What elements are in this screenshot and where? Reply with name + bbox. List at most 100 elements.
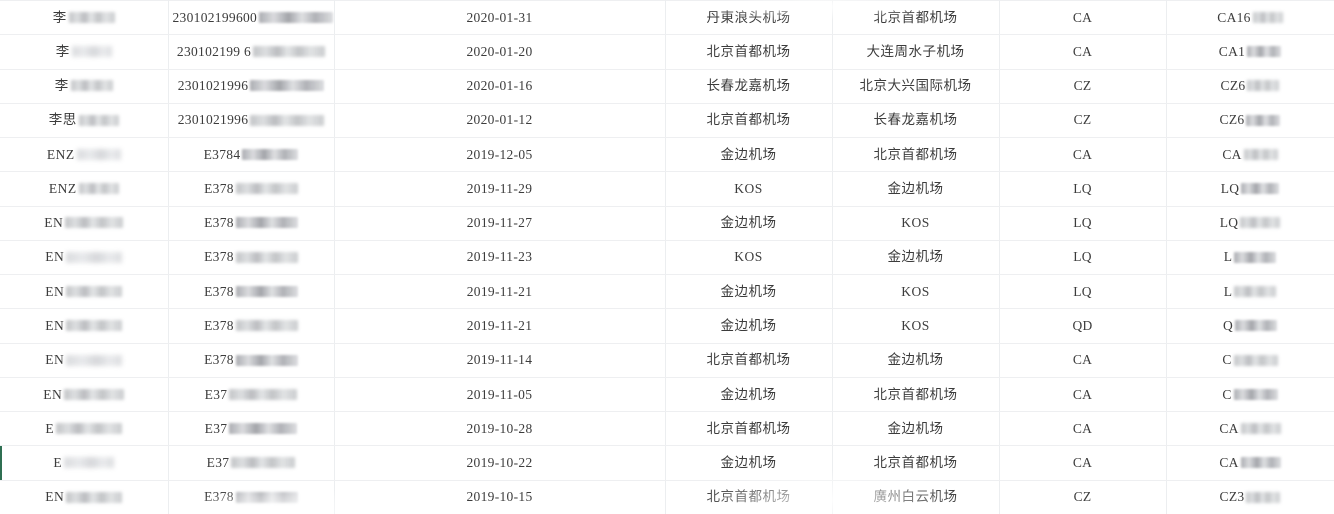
cell-flight-number: LQ	[1166, 206, 1334, 241]
table-row[interactable]: 李 2301021996 2020-01-16 长春龙嘉机场 北京大兴国际机场 CZ CZ6	[0, 69, 1334, 104]
redacted-text-block	[66, 491, 123, 503]
cell-id-number: E378	[168, 240, 335, 276]
cell-passenger-name: E	[0, 411, 169, 447]
redacted-text-block	[259, 11, 333, 23]
cell-flight-number-text: CA	[1219, 455, 1239, 471]
cell-airline-code-text: CA	[1072, 43, 1093, 59]
cell-flight-date-text: 2019-11-23	[466, 249, 533, 265]
cell-arrival-airport: 金边机场	[832, 343, 1000, 378]
cell-flight-date-text: 2019-11-05	[466, 386, 533, 402]
cell-arrival-airport-text: 金边机场	[887, 249, 944, 265]
cell-flight-date-text: 2019-10-22	[466, 455, 533, 471]
cell-departure-airport: KOS	[665, 171, 833, 207]
cell-airline-code-text: CA	[1072, 146, 1093, 162]
redacted-text-block	[235, 286, 298, 297]
cell-flight-date-text: 2020-01-31	[466, 9, 533, 25]
cell-id-number-text: E37	[204, 386, 228, 402]
cell-departure-airport-text: 丹東浪头机场	[706, 9, 791, 25]
redacted-text-block	[1246, 491, 1281, 503]
cell-departure-airport-text: 金边机场	[720, 318, 777, 334]
cell-departure-airport-text: 北京首都机场	[706, 352, 791, 368]
cell-departure-airport-text: KOS	[734, 249, 763, 265]
cell-passenger-name: ENZ	[0, 171, 169, 207]
redacted-text-block	[76, 148, 121, 160]
cell-arrival-airport-text: 北京大兴国际机场	[859, 78, 972, 94]
cell-flight-date-text: 2020-01-16	[466, 78, 533, 94]
cell-flight-number-text: C	[1222, 386, 1232, 402]
cell-departure-airport-text: 金边机场	[720, 283, 777, 299]
cell-arrival-airport: 北京首都机场	[832, 377, 1000, 413]
cell-airline-code: CA	[999, 411, 1167, 447]
cell-flight-date: 2019-11-14	[334, 343, 666, 378]
cell-id-number-text: E378	[204, 249, 234, 265]
cell-airline-code: LQ	[999, 240, 1167, 276]
cell-airline-code: CA	[999, 137, 1167, 173]
cell-passenger-name: 李	[0, 34, 169, 70]
cell-flight-number-text: C	[1222, 352, 1232, 368]
cell-flight-number: Q	[1166, 308, 1334, 344]
cell-arrival-airport: 北京首都机场	[832, 0, 1000, 36]
cell-flight-date: 2019-11-29	[334, 171, 666, 207]
cell-departure-airport-text: 金边机场	[720, 386, 777, 402]
redacted-text-block	[229, 423, 298, 435]
cell-flight-date: 2019-11-27	[334, 206, 666, 241]
cell-flight-number: CZ6	[1166, 69, 1334, 104]
cell-passenger-name: 李	[0, 69, 169, 104]
cell-id-number: E378	[168, 343, 335, 378]
cell-airline-code-text: CA	[1072, 9, 1093, 25]
cell-id-number-text: E378	[204, 180, 234, 196]
cell-id-number: 2301021996	[168, 69, 335, 104]
cell-airline-code: CA	[999, 445, 1167, 481]
table-row[interactable]: 李思 2301021996 2020-01-12 北京首都机场 长春龙嘉机场 CZ CZ6	[0, 103, 1334, 139]
cell-arrival-airport: KOS	[832, 274, 1000, 310]
redacted-text-block	[66, 354, 123, 366]
redacted-text-block	[66, 286, 123, 297]
cell-arrival-airport: 廣州白云机场	[832, 480, 1000, 514]
cell-departure-airport: 北京首都机场	[665, 34, 833, 70]
cell-flight-number-text: CA	[1222, 146, 1242, 162]
cell-departure-airport-text: 金边机场	[720, 215, 777, 231]
redacted-text-block	[242, 148, 299, 160]
cell-departure-airport-text: 北京首都机场	[706, 489, 791, 505]
cell-flight-number-text: L	[1223, 283, 1233, 299]
cell-flight-date: 2020-01-20	[334, 34, 666, 70]
cell-passenger-name: EN	[0, 206, 169, 241]
cell-airline-code: CA	[999, 377, 1167, 413]
cell-departure-airport-text: 北京首都机场	[706, 43, 791, 59]
table-row[interactable]: 李 230102199600 2020-01-31 丹東浪头机场 北京首都机场 CA CA1…	[0, 0, 1334, 36]
cell-passenger-name-text: EN	[43, 386, 63, 402]
table-row[interactable]: 李 230102199 6 2020-01-20 北京首都机场 大连周水子机场 CA CA1	[0, 34, 1334, 70]
cell-passenger-name-text: EN	[45, 489, 65, 505]
cell-airline-code: CA	[999, 0, 1167, 36]
redacted-text-block	[64, 457, 115, 469]
cell-arrival-airport-text: 北京首都机场	[873, 146, 958, 162]
cell-passenger-name: EN	[0, 343, 169, 378]
redacted-text-block	[1240, 217, 1281, 229]
cell-id-number: E378	[168, 171, 335, 207]
redacted-text-block	[1240, 423, 1281, 435]
cell-arrival-airport-text: 大连周水子机场	[866, 43, 965, 59]
cell-passenger-name-text: EN	[45, 352, 65, 368]
cell-flight-date-text: 2019-11-21	[466, 318, 533, 334]
cell-arrival-airport: 长春龙嘉机场	[832, 103, 1000, 139]
cell-departure-airport-text: KOS	[734, 180, 763, 196]
cell-id-number-text: E37	[206, 455, 230, 471]
cell-airline-code: CA	[999, 34, 1167, 70]
cell-departure-airport-text: 北京首都机场	[706, 420, 791, 436]
redacted-text-block	[65, 217, 124, 229]
cell-flight-number: L	[1166, 240, 1334, 276]
cell-departure-airport: 北京首都机场	[665, 480, 833, 514]
